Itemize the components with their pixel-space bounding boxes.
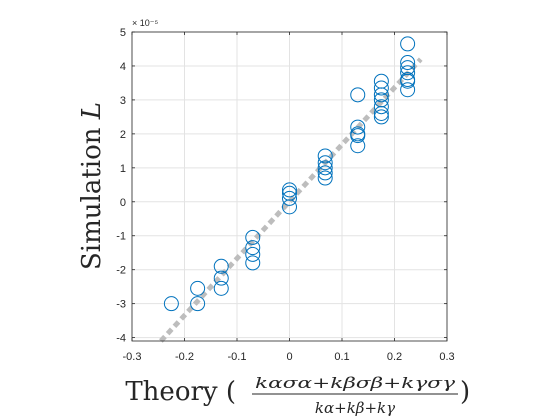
- data-point: [190, 280, 206, 296]
- y-tick-label: -2: [116, 265, 126, 277]
- data-point: [213, 270, 229, 286]
- data-point: [400, 65, 416, 81]
- x-tick-label: 0.3: [439, 351, 454, 363]
- data-point: [245, 246, 261, 262]
- y-axis-label-symbol: L: [77, 102, 107, 120]
- x-axis-label-prefix: Theory (: [125, 377, 236, 407]
- x-tick-label: -0.2: [175, 351, 194, 363]
- data-point: [373, 80, 389, 96]
- data-point: [350, 87, 366, 103]
- data-point: [373, 87, 389, 103]
- data-point: [350, 128, 366, 144]
- data-point: [400, 55, 416, 71]
- data-point: [317, 165, 333, 181]
- data-point: [282, 190, 297, 206]
- y-tick-label: -3: [116, 299, 126, 311]
- data-point: [245, 255, 261, 271]
- data-point: [317, 155, 333, 171]
- y-axis-ticks: -4 -3 -2 -1 0 1 2 3 4 5: [116, 27, 447, 345]
- data-point: [163, 296, 179, 312]
- x-tick-label: 0.1: [334, 351, 349, 363]
- data-point: [213, 258, 229, 274]
- data-point: [245, 229, 261, 245]
- data-point: [213, 280, 229, 296]
- y-tick-label: 4: [120, 61, 126, 73]
- data-point: [245, 240, 261, 256]
- x-tick-label: -0.1: [228, 351, 247, 363]
- y-tick-label: 5: [120, 27, 126, 39]
- y-tick-label: 3: [120, 95, 126, 107]
- data-point: [400, 73, 416, 89]
- x-axis-ticks: -0.3 -0.2 -0.1 0 0.1 0.2 0.3: [123, 32, 455, 363]
- data-point: [350, 119, 366, 135]
- data-point: [282, 199, 297, 215]
- data-point: [282, 182, 297, 198]
- x-tick-label: -0.3: [123, 351, 142, 363]
- grid-lines: [131, 31, 448, 341]
- data-point: [317, 148, 333, 164]
- data-point: [350, 138, 366, 154]
- x-axis-label-numerator: kασα+kβσβ+kγσγ: [255, 374, 455, 392]
- x-axis-label-denominator: kα+kβ+kγ: [315, 399, 395, 417]
- data-point: [373, 99, 389, 115]
- y-tick-label: 1: [120, 163, 126, 175]
- y-tick-label: 0: [120, 197, 126, 209]
- y-axis-label-text: Simulation: [77, 119, 107, 270]
- y-tick-label: -1: [116, 231, 126, 243]
- data-point: [317, 170, 333, 186]
- x-axis-label: Theory ( kασα+kβσβ+kγσγ kα+kβ+kγ ): [125, 374, 470, 417]
- y-tick-label: 2: [120, 129, 126, 141]
- data-point: [373, 105, 389, 121]
- y-exponent-label: × 10⁻⁵: [132, 18, 159, 28]
- x-axis-label-suffix: ): [460, 377, 470, 407]
- data-points: [163, 36, 416, 312]
- data-point: [190, 296, 206, 312]
- y-tick-label: -4: [116, 333, 126, 345]
- x-tick-label: 0: [286, 351, 292, 363]
- data-point: [317, 160, 333, 176]
- y-axis-label: Simulation L: [77, 102, 107, 270]
- data-point: [400, 36, 416, 52]
- x-tick-label: 0.2: [387, 351, 402, 363]
- data-point: [373, 109, 389, 125]
- data-point: [400, 82, 416, 98]
